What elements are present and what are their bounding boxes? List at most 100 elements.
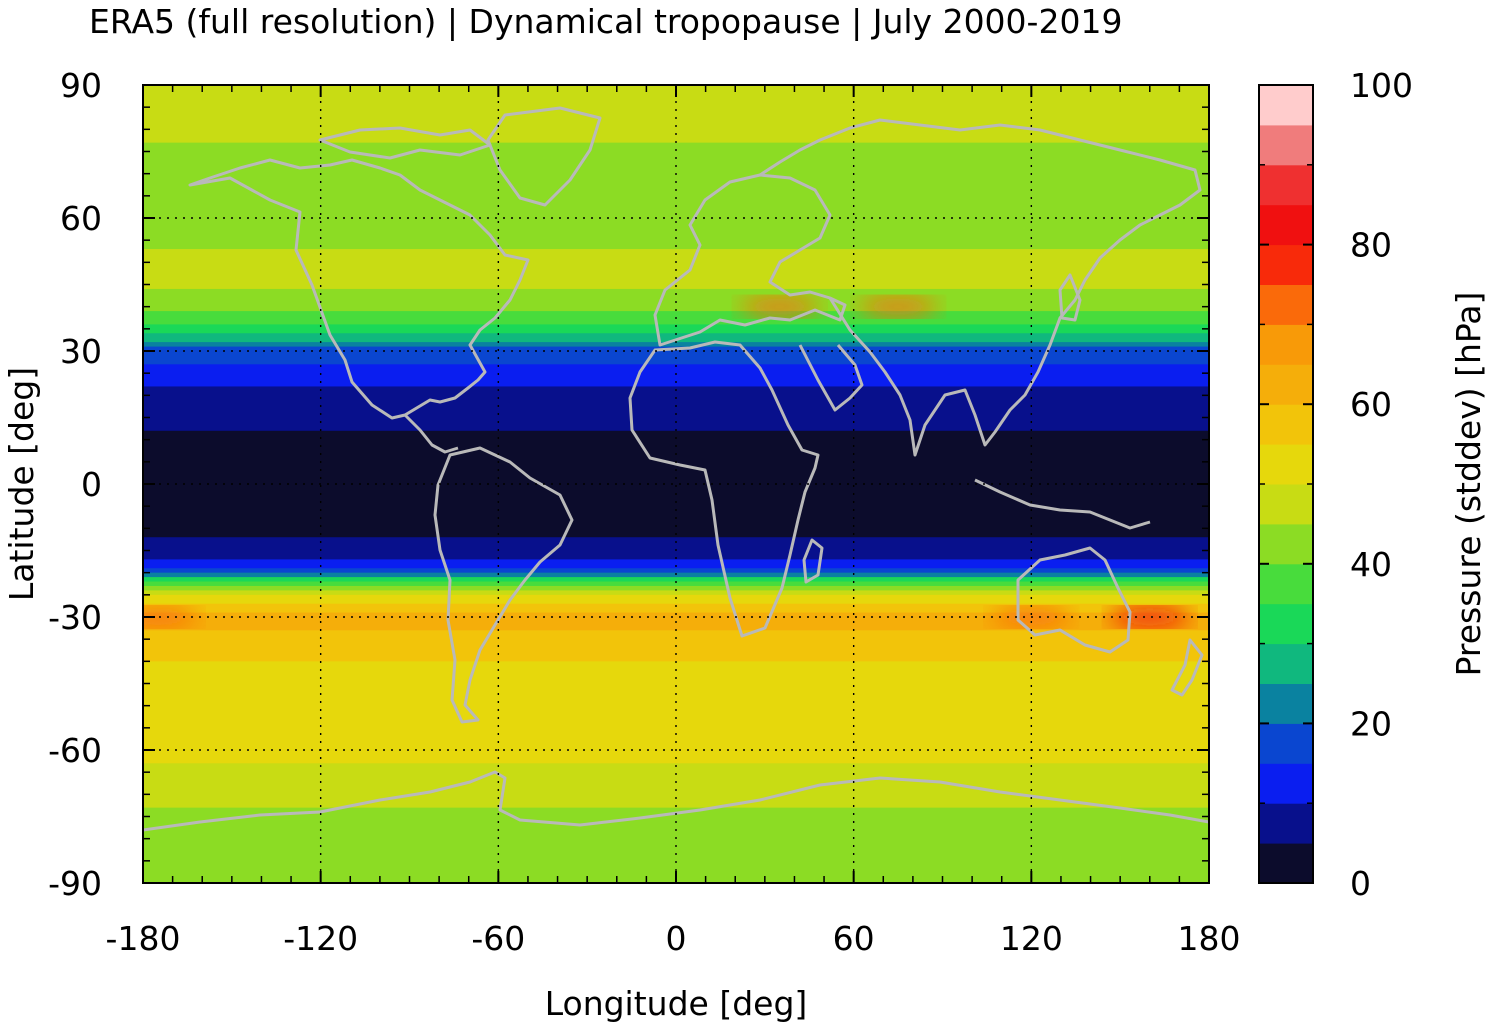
- x-tick-label: -120: [283, 919, 358, 958]
- coastline-madagascar: [802, 538, 824, 584]
- coastline-greenland: [486, 106, 602, 207]
- contour-band: [143, 204, 1209, 210]
- contour-band: [143, 390, 1209, 396]
- x-tick-label: 180: [1178, 919, 1241, 958]
- contour-band: [143, 727, 1209, 733]
- contour-band: [143, 820, 1209, 826]
- x-tick-label: 0: [666, 919, 687, 958]
- contour-band: [143, 745, 1209, 751]
- contour-band: [143, 736, 1209, 742]
- contour-band: [143, 581, 1209, 587]
- y-tick-label: 90: [60, 66, 102, 105]
- contour-band: [143, 696, 1209, 702]
- contour-band: [143, 506, 1209, 512]
- contour-band: [143, 319, 1209, 325]
- colorbar-tick-label: 0: [1350, 864, 1371, 903]
- contour-band: [143, 621, 1209, 627]
- contour-band: [143, 386, 1209, 392]
- contour-band: [143, 439, 1209, 445]
- contour-band: [143, 213, 1209, 219]
- chart-title: ERA5 (full resolution) | Dynamical tropo…: [89, 2, 1122, 41]
- coastline-arabia: [798, 344, 864, 412]
- contour-fill: [143, 85, 1209, 883]
- contour-band: [143, 834, 1209, 840]
- contour-band: [143, 656, 1209, 662]
- contour-band: [143, 541, 1209, 547]
- contour-band: [143, 758, 1209, 764]
- coastline-antarctica: [143, 770, 1209, 832]
- contour-band: [143, 519, 1209, 525]
- contour-band: [143, 373, 1209, 379]
- contour-band: [143, 382, 1209, 388]
- colorbar-tick-label: 80: [1350, 226, 1392, 265]
- contour-band: [143, 816, 1209, 822]
- contour-band: [143, 351, 1209, 357]
- colorbar-ticks: 100 80 60 40 20 0: [1259, 66, 1413, 903]
- colorbar-swatch: [1259, 484, 1313, 525]
- colorbar-swatch: [1259, 723, 1313, 764]
- contour-band: [143, 532, 1209, 538]
- colorbar-swatch: [1259, 603, 1313, 645]
- coastline-new-zealand: [1170, 638, 1204, 697]
- contour-band: [143, 448, 1209, 454]
- colorbar-swatch: [1259, 404, 1313, 445]
- colorbar-swatch: [1259, 763, 1313, 804]
- coastline-japan: [1058, 273, 1082, 322]
- contour-band: [143, 182, 1209, 188]
- contour-band: [143, 160, 1209, 166]
- contour-band: [143, 138, 1209, 144]
- contour-band: [143, 368, 1209, 374]
- contour-band: [143, 789, 1209, 795]
- contour-band: [143, 577, 1209, 583]
- contour-band: [143, 457, 1209, 463]
- contour-band: [143, 807, 1209, 813]
- contour-band: [143, 200, 1209, 206]
- contour-band: [143, 430, 1209, 436]
- contour-band: [143, 492, 1209, 498]
- contour-band: [143, 253, 1209, 259]
- coastline-south-america: [433, 446, 574, 724]
- contour-band: [143, 501, 1209, 507]
- contour-band: [143, 209, 1209, 215]
- hotspot-mark: [143, 607, 198, 627]
- contour-band: [143, 244, 1209, 250]
- contour-band: [143, 718, 1209, 724]
- contour-band: [143, 856, 1209, 862]
- contour-band: [143, 284, 1209, 290]
- contour-band: [143, 847, 1209, 853]
- colorbar-swatch: [1259, 683, 1313, 724]
- contour-band: [143, 665, 1209, 671]
- contour-band: [143, 860, 1209, 866]
- contour-band: [143, 585, 1209, 591]
- contour-band: [143, 111, 1209, 117]
- contour-band: [143, 231, 1209, 237]
- contour-band: [143, 293, 1209, 299]
- y-tick-label: -90: [48, 864, 102, 903]
- hotspot-mark: [739, 296, 820, 317]
- contour-band: [143, 648, 1209, 654]
- hotspot-mark: [1109, 607, 1190, 627]
- contour-band: [143, 608, 1209, 614]
- y-tick-label: 30: [60, 332, 102, 371]
- contour-band: [143, 426, 1209, 432]
- contour-band: [143, 218, 1209, 224]
- contour-band: [143, 249, 1209, 255]
- colorbar-tick-label: 100: [1350, 66, 1413, 105]
- contour-band: [143, 701, 1209, 707]
- contour-band: [143, 599, 1209, 605]
- contour-band: [143, 133, 1209, 139]
- contour-band: [143, 528, 1209, 534]
- contour-band: [143, 417, 1209, 423]
- contour-band: [143, 630, 1209, 636]
- contour-band: [143, 625, 1209, 631]
- contour-band: [143, 408, 1209, 414]
- colorbar-tick-label: 60: [1350, 385, 1392, 424]
- coastline-north-america: [188, 158, 530, 420]
- contour-band: [143, 129, 1209, 135]
- coastline-europe: [653, 173, 847, 347]
- colorbar-swatch: [1259, 284, 1313, 325]
- contour-band: [143, 288, 1209, 294]
- contour-band: [143, 661, 1209, 667]
- contour-band: [143, 612, 1209, 618]
